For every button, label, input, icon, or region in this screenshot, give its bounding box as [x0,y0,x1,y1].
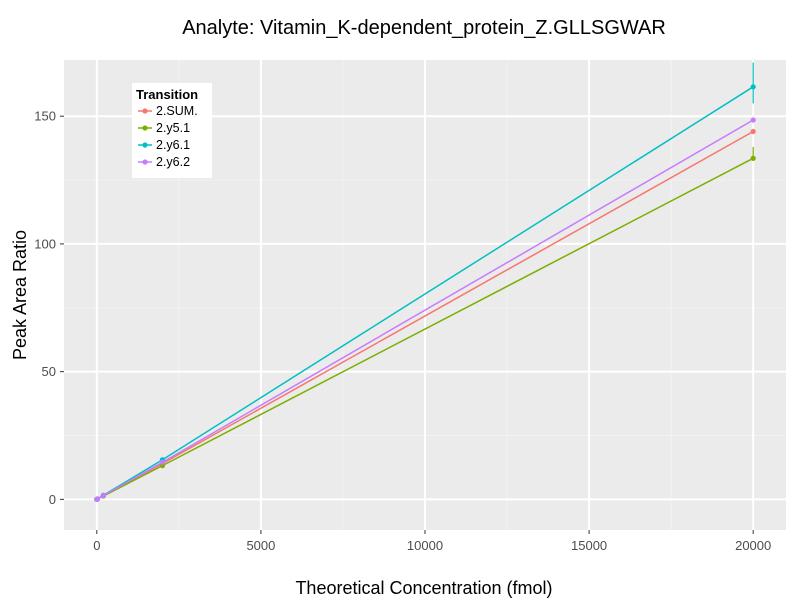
x-axis: 0 5000 10000 15000 20000 [93,530,771,553]
legend-key-point [142,125,148,131]
legend-title: Transition [136,87,198,102]
legend-key-point [142,108,148,114]
legend-label: 2.SUM. [156,104,198,118]
y-tick-label: 150 [34,109,56,124]
legend-key-2-y6-1 [138,142,152,148]
legend-label: 2.y5.1 [156,121,190,135]
series-layer [94,62,756,502]
series-2-y6-2 [94,117,756,502]
x-tick-label: 5000 [246,538,275,553]
legend-key-2-sum [138,108,152,114]
y-tick-label: 100 [34,236,56,251]
chart-title: Analyte: Vitamin_K-dependent_protein_Z.G… [182,17,666,39]
data-point-2-y6-2 [750,117,756,123]
y-axis: 0 50 100 150 [34,109,64,507]
data-point-2-y5-1 [750,155,756,161]
data-point-2-y6-1 [750,84,756,90]
x-tick-label: 0 [93,538,100,553]
data-point-2-y6-2 [159,459,166,465]
legend-key-point [142,159,148,165]
legend-key-2-y5-1 [138,125,152,131]
x-axis-title: Theoretical Concentration (fmol) [295,578,552,598]
legend-label: 2.y6.1 [156,138,190,152]
data-point-2-sum [750,128,756,135]
x-tick-label: 15000 [571,538,607,553]
x-tick-label: 10000 [407,538,443,553]
legend-label: 2.y6.2 [156,155,190,169]
legend-key-2-y6-2 [138,159,152,165]
y-tick-label: 0 [49,492,56,507]
y-tick-label: 50 [42,364,56,379]
data-point-2-y6-2 [94,496,101,502]
legend-key-point [142,142,148,148]
legend: Transition 2.SUM. 2.y5.1 2.y6.1 2.y6.2 [132,83,212,178]
y-axis-title: Peak Area Ratio [10,230,30,360]
data-point-2-y6-2 [100,492,106,499]
x-tick-label: 20000 [735,538,771,553]
